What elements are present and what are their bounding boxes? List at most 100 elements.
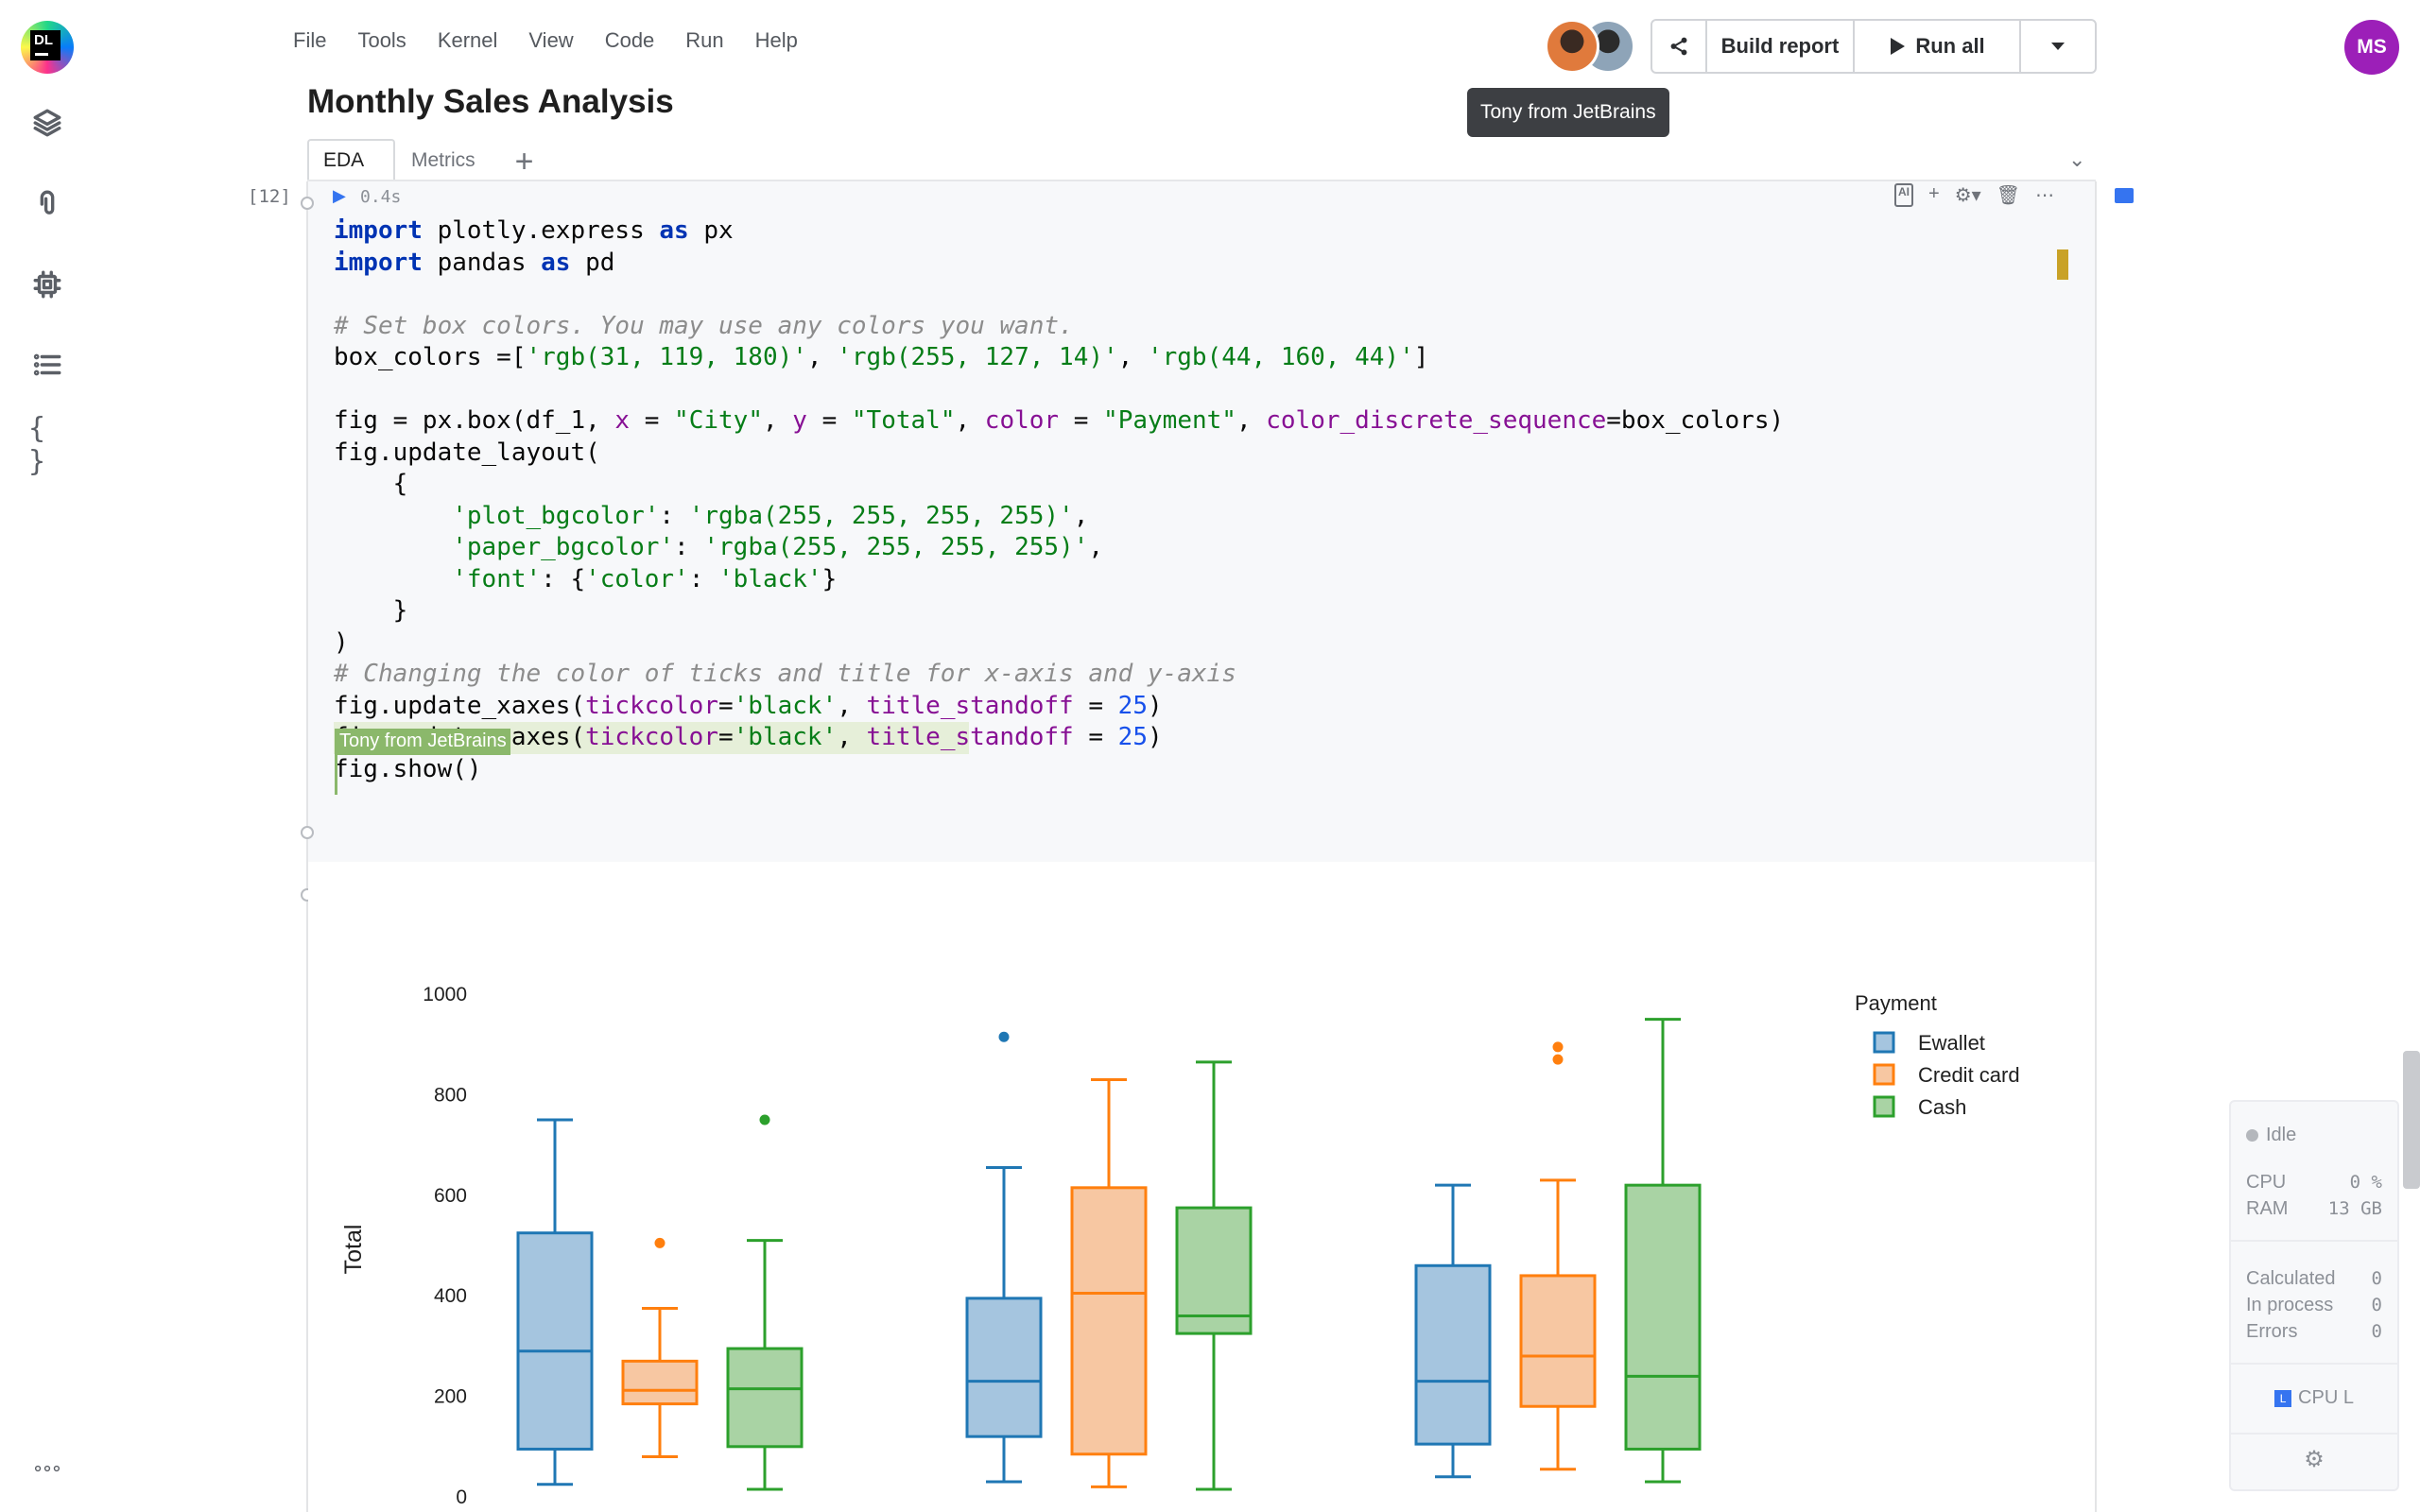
- cell-toolbar: AI + ⚙▾ 🗑 ⋯: [1894, 183, 2054, 207]
- y-tick-label: 800: [434, 1084, 467, 1106]
- code-token: ,: [806, 343, 838, 371]
- braces-icon[interactable]: { }: [28, 412, 46, 478]
- code-line[interactable]: [334, 374, 1784, 406]
- add-tab-icon[interactable]: +: [514, 144, 534, 180]
- code-line[interactable]: box_colors =['rgb(31, 119, 180)', 'rgb(2…: [334, 342, 1784, 374]
- code-editor[interactable]: import plotly.express as px import pandas…: [334, 215, 1784, 785]
- comment-icon[interactable]: [2115, 188, 2134, 203]
- cell-more-icon[interactable]: ⋯: [2035, 185, 2055, 206]
- cpu-chip-icon[interactable]: [28, 266, 66, 303]
- attachment-icon[interactable]: [28, 185, 66, 223]
- box-plot-chart[interactable]: 0 200 400 600 800 1000 Total Payment Ewallet Cred…: [308, 936, 2095, 1512]
- code-token: ,: [837, 723, 867, 751]
- code-token: 25: [1117, 691, 1148, 720]
- code-token: =: [1059, 406, 1104, 435]
- code-token: =: [806, 406, 852, 435]
- cpu-value: 0 %: [2349, 1172, 2382, 1193]
- code-token: 'plot_bgcolor': [452, 501, 660, 530]
- code-token: fig.show(): [334, 754, 482, 783]
- code-token: # Set box colors. You may use any colors…: [334, 311, 1074, 340]
- execution-time: 0.4s: [360, 187, 402, 207]
- python-interpreter-icon[interactable]: ⚙▾: [1954, 185, 1981, 206]
- y-tick-label: 200: [434, 1386, 467, 1408]
- menu-code[interactable]: Code: [604, 28, 655, 52]
- tab-metrics[interactable]: Metrics: [411, 149, 475, 171]
- in-process-label: In process: [2246, 1295, 2334, 1315]
- avatar[interactable]: [1545, 19, 1599, 74]
- code-line[interactable]: ): [334, 627, 1784, 660]
- code-token: ,: [1073, 501, 1089, 530]
- code-line[interactable]: 'paper_bgcolor': 'rgba(255, 255, 255, 25…: [334, 532, 1784, 564]
- kernel-type-button[interactable]: L CPU L: [2246, 1387, 2382, 1409]
- code-token: fig = px.box(df_1,: [334, 406, 615, 435]
- play-icon: [1891, 38, 1906, 55]
- code-token: }: [334, 596, 408, 625]
- code-token: color_discrete_sequence: [1266, 406, 1607, 435]
- menu-tools[interactable]: Tools: [357, 28, 406, 52]
- user-avatar[interactable]: MS: [2344, 20, 2399, 75]
- run-options-dropdown[interactable]: [2021, 21, 2095, 72]
- chevron-down-icon: [2051, 43, 2065, 50]
- datalore-logo[interactable]: DL: [21, 21, 74, 74]
- menu-kernel[interactable]: Kernel: [437, 28, 498, 52]
- build-report-button[interactable]: Build report: [1707, 21, 1855, 72]
- code-token: 'rgba(255, 255, 255, 255)': [703, 533, 1089, 561]
- run-all-label: Run all: [1915, 34, 1985, 58]
- run-all-button[interactable]: Run all: [1855, 21, 2021, 72]
- menu-view[interactable]: View: [528, 28, 574, 52]
- list-icon[interactable]: [28, 346, 66, 384]
- menu-help[interactable]: Help: [754, 28, 798, 52]
- box-cash: [1175, 1206, 1253, 1335]
- code-line[interactable]: [334, 279, 1784, 311]
- collaborator-cursor-label: Tony from JetBrains: [336, 729, 510, 755]
- run-cell-icon[interactable]: ▶: [333, 186, 346, 205]
- code-token: }: [821, 564, 838, 593]
- code-line[interactable]: {: [334, 469, 1784, 501]
- fold-toggle-icon[interactable]: [301, 197, 314, 210]
- code-line[interactable]: fig = px.box(df_1, x = "City", y = "Tota…: [334, 405, 1784, 438]
- code-token: 'black': [733, 691, 838, 720]
- menu-run[interactable]: Run: [685, 28, 724, 52]
- code-token: y: [792, 406, 807, 435]
- more-icon[interactable]: [28, 1450, 66, 1487]
- code-token: ,: [1236, 406, 1267, 435]
- code-line[interactable]: fig.update_xaxes(tickcolor='black', titl…: [334, 691, 1784, 723]
- menu-file[interactable]: File: [293, 28, 327, 52]
- code-token: ]: [1413, 343, 1429, 371]
- code-token: 'font': [452, 564, 542, 593]
- code-line[interactable]: # Changing the color of ticks and title …: [334, 659, 1784, 691]
- code-line[interactable]: fig.show(): [334, 754, 1784, 786]
- delete-cell-icon[interactable]: 🗑: [1996, 185, 2021, 206]
- fold-toggle-icon[interactable]: [301, 826, 314, 839]
- legend-entry: Cash: [1918, 1095, 1966, 1119]
- change-marker: [2057, 249, 2068, 280]
- layers-icon[interactable]: [28, 104, 66, 142]
- add-cell-icon[interactable]: +: [1928, 183, 1940, 204]
- share-button[interactable]: [1652, 21, 1707, 72]
- page-title: Monthly Sales Analysis: [307, 83, 674, 120]
- code-token: =: [1073, 691, 1118, 720]
- code-token: :: [659, 501, 689, 530]
- outlier-point: [759, 1114, 770, 1125]
- outlier-point: [654, 1237, 666, 1248]
- code-line[interactable]: 'font': {'color': 'black'}: [334, 564, 1784, 596]
- code-line[interactable]: import plotly.express as px: [334, 215, 1784, 248]
- python-env-icon[interactable]: ⚙: [2304, 1447, 2325, 1472]
- collapse-chevron-icon[interactable]: ⌄: [2068, 147, 2086, 171]
- code-token: =: [718, 723, 734, 751]
- scrollbar[interactable]: [2403, 1051, 2420, 1189]
- code-line[interactable]: import pandas as pd: [334, 248, 1784, 280]
- code-line[interactable]: 'plot_bgcolor': 'rgba(255, 255, 255, 255…: [334, 501, 1784, 533]
- ai-assistant-icon[interactable]: AI: [1894, 183, 1913, 207]
- code-token: 'rgb(31, 119, 180)': [526, 343, 807, 371]
- code-token: pandas: [422, 248, 542, 277]
- code-token: fig.update_layout(: [334, 438, 600, 467]
- code-token: tickcolor: [585, 691, 718, 720]
- code-line[interactable]: fig.update_layout(: [334, 438, 1784, 470]
- tab-eda[interactable]: EDA: [307, 139, 395, 180]
- code-token: 'color': [585, 564, 689, 593]
- code-line[interactable]: }: [334, 595, 1784, 627]
- code-line[interactable]: # Set box colors. You may use any colors…: [334, 311, 1784, 343]
- kernel-badge-icon: L: [2274, 1389, 2292, 1407]
- errors-value: 0: [2371, 1321, 2382, 1342]
